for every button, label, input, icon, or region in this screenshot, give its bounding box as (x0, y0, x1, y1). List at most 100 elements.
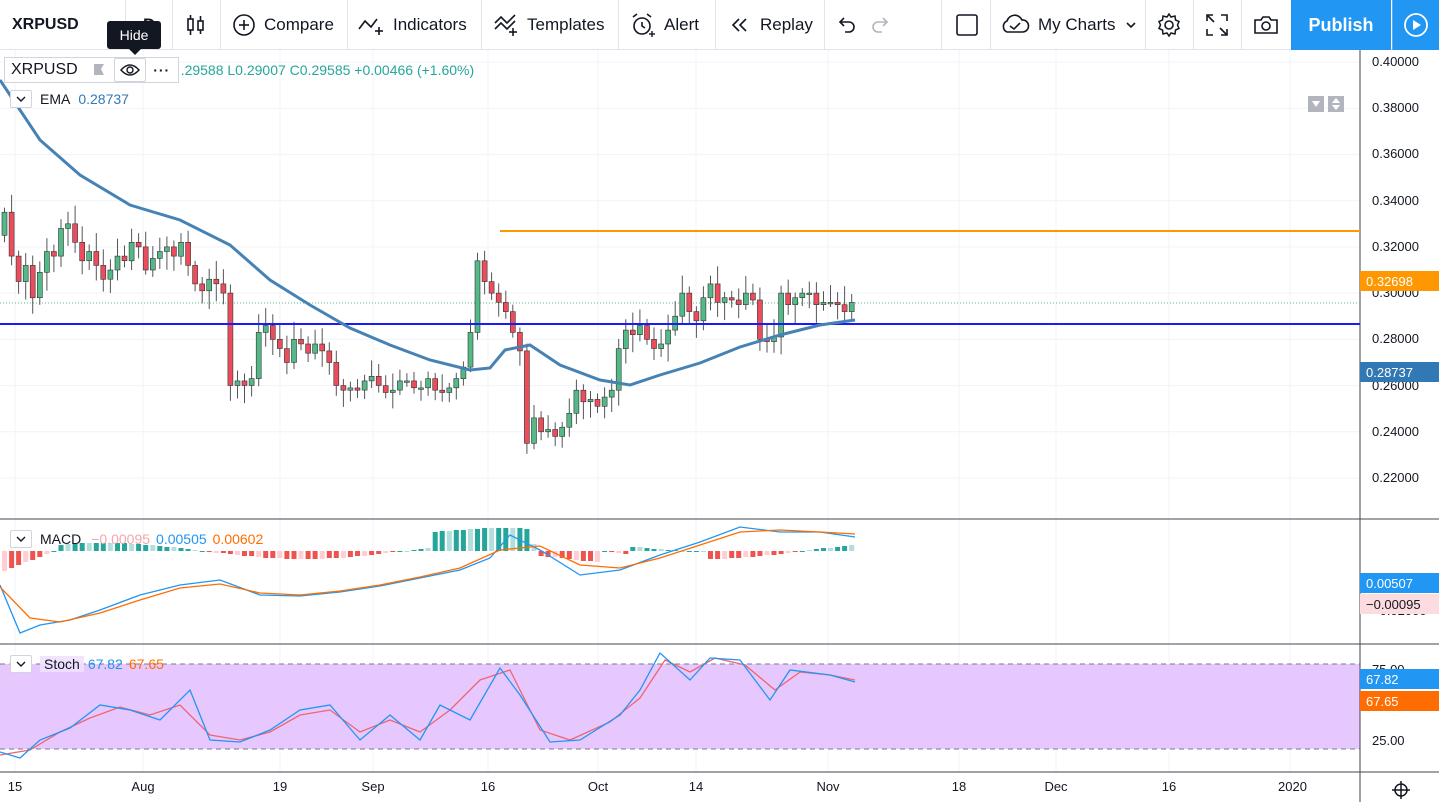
candle-body (453, 378, 460, 389)
publish-button[interactable]: Publish (1291, 0, 1391, 50)
macd-bar (249, 551, 255, 556)
chevron-down-icon (16, 96, 26, 102)
snapshot-button[interactable] (1253, 0, 1279, 50)
time-axis-label: Dec (1044, 779, 1068, 794)
candle-body (220, 283, 227, 294)
settings-button[interactable] (1156, 0, 1182, 50)
chart-type-button[interactable] (184, 0, 208, 50)
macd-bar (595, 551, 600, 562)
time-axis-label: 15 (7, 779, 23, 794)
ema-label: EMA (40, 91, 71, 107)
indicators-icon (358, 18, 383, 35)
publish-menu-button[interactable] (1392, 0, 1439, 50)
macd-bar (418, 549, 424, 551)
candles (1, 194, 855, 454)
candle-body (792, 297, 799, 305)
chevron-down-icon (16, 661, 26, 667)
candle-body (389, 389, 396, 393)
fullscreen-button[interactable] (1205, 0, 1229, 50)
my-charts-button[interactable]: My Charts (1000, 0, 1137, 50)
time-axis-label: 14 (688, 779, 704, 794)
macd-bar (58, 545, 64, 551)
candle-body (827, 302, 834, 305)
candle-body (841, 304, 848, 312)
scroll-arrows-icon[interactable] (1308, 96, 1344, 112)
redo-button[interactable] (870, 0, 892, 50)
time-axis-label: 16 (480, 779, 496, 794)
macd-bar (199, 551, 205, 552)
candle-body (72, 223, 78, 243)
macd-bar (432, 532, 438, 551)
candle-body (559, 426, 566, 437)
price-axis-label: 0.22000 (1372, 470, 1419, 485)
candle-body (51, 251, 57, 257)
symbol-search[interactable]: XRPUSD (12, 0, 79, 50)
macd-bar (44, 551, 50, 554)
macd-value-badge: 0.00507 (1360, 573, 1439, 593)
macd-bar (588, 551, 593, 561)
chart-canvas[interactable] (0, 50, 1439, 802)
stoch-axis-label: 25.00 (1372, 733, 1405, 748)
macd-bar (16, 551, 22, 565)
ema-collapse-button[interactable] (10, 90, 32, 108)
reset-scale-icon[interactable] (1392, 781, 1410, 799)
stoch-collapse-button[interactable] (10, 655, 32, 673)
indicators-button[interactable]: Indicators (357, 0, 467, 50)
macd-bar (729, 551, 735, 558)
macd-collapse-button[interactable] (10, 530, 32, 548)
undo-icon (838, 17, 855, 33)
macd-bar (100, 543, 106, 551)
price-axis-label: 0.32000 (1372, 238, 1419, 254)
macd-bar (538, 551, 544, 556)
macd-bar (496, 528, 502, 551)
candle-body (573, 389, 580, 414)
candle-body (171, 246, 177, 257)
divider (990, 0, 991, 50)
candle-body (135, 242, 142, 248)
macd-bar (362, 551, 368, 556)
publish-label: Publish (1308, 14, 1374, 35)
candle-body (566, 412, 573, 428)
replay-button[interactable]: Replay (728, 0, 813, 50)
candle-body (608, 389, 615, 398)
time-axis-label: 18 (951, 779, 967, 794)
candle-body (411, 380, 417, 389)
more-icon[interactable]: ··· (153, 62, 171, 78)
indicators-label: Indicators (393, 15, 467, 34)
price-axis-label: 0.28000 (1372, 331, 1419, 347)
chevron-down-icon (1126, 22, 1137, 29)
macd-bar (263, 551, 269, 558)
macd-bar (644, 548, 650, 551)
price-axis-label: 0.24000 (1372, 423, 1419, 439)
macd-bar (136, 544, 142, 551)
macd-bar (750, 551, 756, 557)
candle-body (382, 385, 389, 393)
macd-bar (79, 543, 85, 551)
macd-bar (489, 528, 495, 551)
macd-bar (722, 551, 728, 559)
undo-button[interactable] (835, 0, 857, 50)
templates-button[interactable]: Templates (493, 0, 604, 50)
symbol-legend-box: XRPUSD ··· (4, 57, 179, 83)
candle-body (509, 311, 516, 333)
flag-icon[interactable] (84, 58, 114, 82)
macd-bar (213, 551, 219, 553)
alert-button[interactable]: Alert (630, 0, 699, 50)
macd-bar (37, 551, 43, 557)
macd-bar (312, 551, 318, 559)
eye-icon[interactable] (113, 58, 146, 82)
square-icon (956, 14, 978, 36)
price-axis-label: 0.38000 (1372, 100, 1419, 116)
divider (172, 0, 173, 50)
candle-body (58, 228, 64, 257)
compare-button[interactable]: Compare (232, 0, 334, 50)
macd-bar (799, 551, 805, 552)
candle-body (276, 338, 283, 349)
select-layout-button[interactable] (955, 0, 979, 50)
macd-bar (630, 547, 636, 551)
candle-body (404, 380, 410, 383)
candle-body (298, 338, 304, 345)
candle-body (255, 332, 262, 379)
divider (618, 0, 619, 50)
macd-bar (764, 551, 770, 555)
